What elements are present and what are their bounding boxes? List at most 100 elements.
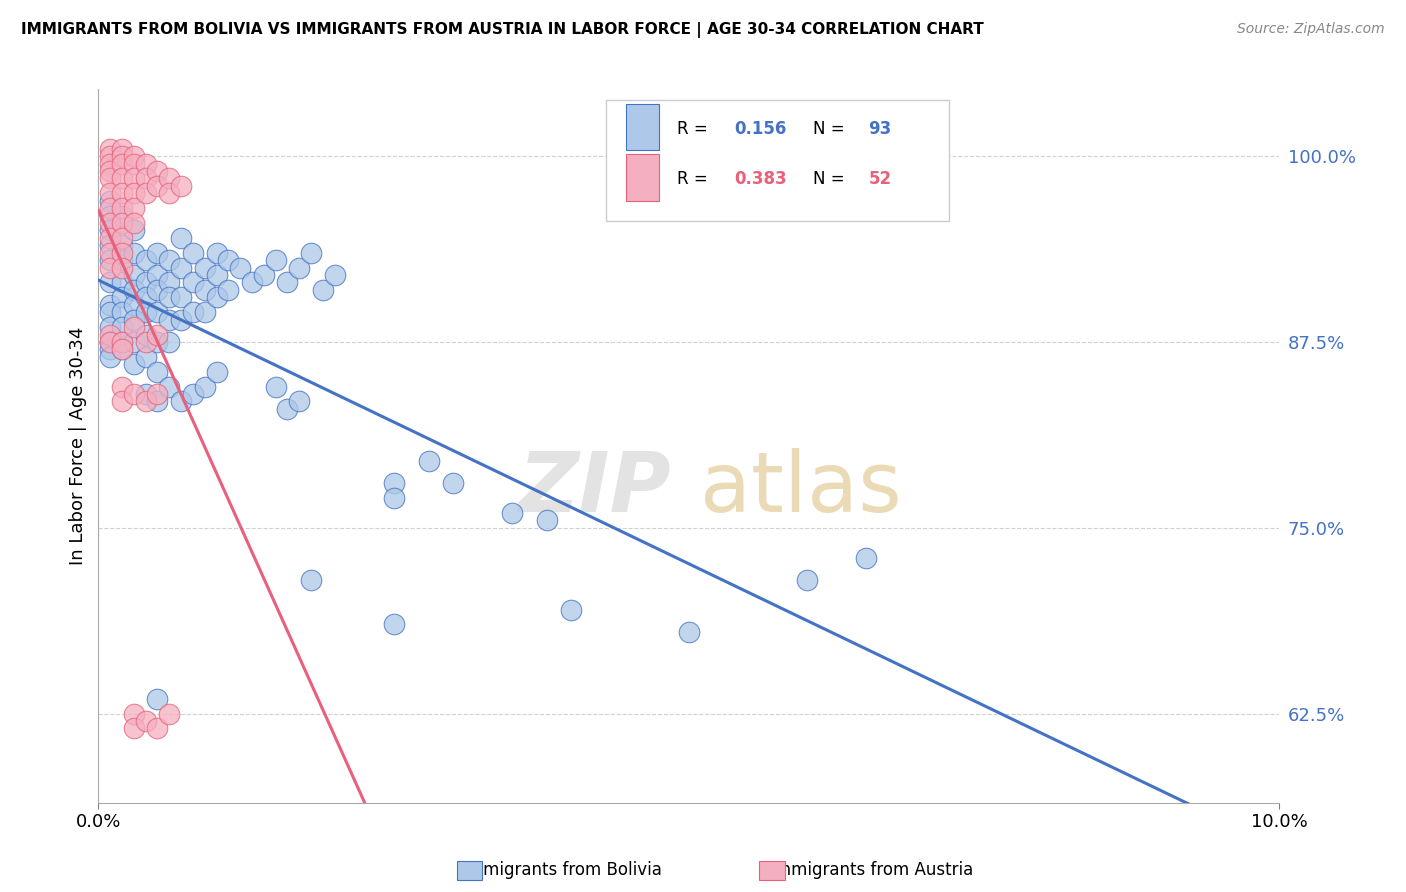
- Point: [240, 276, 263, 290]
- Point: [111, 334, 134, 349]
- Point: [122, 283, 145, 297]
- Text: 0.156: 0.156: [734, 120, 786, 138]
- Point: [146, 394, 169, 409]
- Point: [146, 691, 169, 706]
- Point: [122, 186, 145, 201]
- Point: [135, 305, 157, 319]
- Point: [98, 209, 121, 223]
- Point: [205, 290, 228, 304]
- Point: [111, 238, 134, 252]
- Point: [122, 298, 145, 312]
- Point: [122, 171, 145, 186]
- Point: [135, 387, 157, 401]
- Point: [229, 260, 252, 275]
- Point: [122, 312, 145, 326]
- Point: [157, 276, 180, 290]
- Point: [98, 327, 121, 342]
- Point: [276, 401, 298, 416]
- Point: [205, 365, 228, 379]
- Point: [98, 171, 121, 186]
- Point: [264, 253, 287, 268]
- Point: [312, 283, 335, 297]
- Point: [111, 156, 134, 170]
- Point: [157, 290, 180, 304]
- Point: [181, 245, 204, 260]
- Point: [111, 149, 134, 163]
- Point: [135, 394, 157, 409]
- Point: [135, 276, 157, 290]
- FancyBboxPatch shape: [626, 154, 659, 201]
- Point: [122, 706, 145, 721]
- Point: [135, 253, 157, 268]
- Point: [111, 394, 134, 409]
- Point: [98, 142, 121, 156]
- Point: [299, 245, 322, 260]
- Point: [122, 722, 145, 736]
- Y-axis label: In Labor Force | Age 30-34: In Labor Force | Age 30-34: [69, 326, 87, 566]
- Point: [98, 194, 121, 208]
- Point: [98, 260, 121, 275]
- Text: 0.383: 0.383: [734, 170, 786, 188]
- Point: [146, 387, 169, 401]
- Point: [111, 305, 134, 319]
- Point: [560, 602, 582, 616]
- Point: [299, 573, 322, 587]
- Point: [98, 223, 121, 237]
- Point: [157, 312, 180, 326]
- Point: [796, 573, 818, 587]
- Point: [111, 186, 134, 201]
- Point: [111, 320, 134, 334]
- Text: R =: R =: [678, 170, 713, 188]
- Point: [194, 305, 217, 319]
- Point: [135, 186, 157, 201]
- Point: [157, 186, 180, 201]
- Point: [122, 223, 145, 237]
- Point: [323, 268, 346, 282]
- Point: [111, 209, 134, 223]
- Point: [146, 283, 169, 297]
- Point: [122, 357, 145, 371]
- Point: [146, 178, 169, 193]
- Point: [146, 164, 169, 178]
- Text: Immigrants from Bolivia: Immigrants from Bolivia: [463, 861, 662, 879]
- Point: [276, 276, 298, 290]
- Point: [181, 276, 204, 290]
- Point: [98, 186, 121, 201]
- Point: [111, 343, 134, 357]
- Point: [98, 334, 121, 349]
- Point: [536, 513, 558, 527]
- Point: [170, 290, 193, 304]
- Point: [194, 260, 217, 275]
- Text: IMMIGRANTS FROM BOLIVIA VS IMMIGRANTS FROM AUSTRIA IN LABOR FORCE | AGE 30-34 CO: IMMIGRANTS FROM BOLIVIA VS IMMIGRANTS FR…: [21, 22, 984, 38]
- Point: [98, 276, 121, 290]
- Point: [157, 379, 180, 393]
- Point: [205, 268, 228, 282]
- Point: [382, 476, 405, 491]
- Point: [135, 714, 157, 728]
- Point: [111, 171, 134, 186]
- Point: [98, 245, 121, 260]
- Point: [170, 312, 193, 326]
- Point: [135, 327, 157, 342]
- Point: [382, 491, 405, 505]
- Point: [98, 156, 121, 170]
- Point: [157, 171, 180, 186]
- Point: [122, 149, 145, 163]
- Point: [111, 290, 134, 304]
- Point: [111, 201, 134, 215]
- Point: [146, 245, 169, 260]
- Text: 93: 93: [869, 120, 891, 138]
- Point: [98, 164, 121, 178]
- Point: [382, 617, 405, 632]
- Point: [170, 231, 193, 245]
- Point: [98, 231, 121, 245]
- Point: [170, 260, 193, 275]
- Point: [288, 260, 311, 275]
- Point: [98, 305, 121, 319]
- Point: [98, 320, 121, 334]
- Point: [98, 334, 121, 349]
- Text: N =: N =: [813, 120, 849, 138]
- Point: [157, 253, 180, 268]
- FancyBboxPatch shape: [626, 104, 659, 151]
- Point: [146, 327, 169, 342]
